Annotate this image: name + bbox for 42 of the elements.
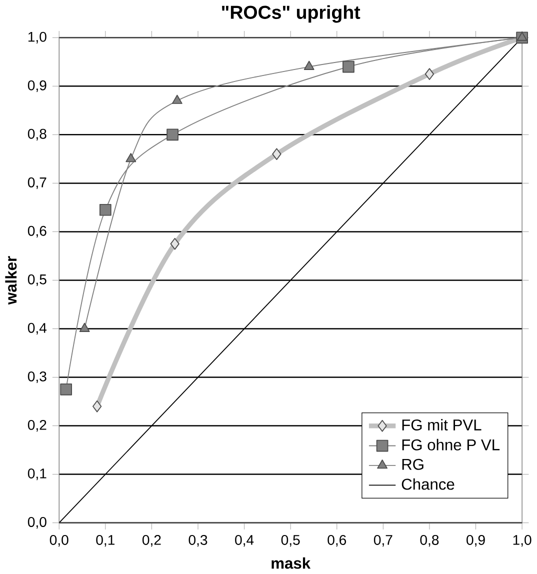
x-tick-label: 0,8 bbox=[420, 534, 439, 547]
y-tick-label: 0,5 bbox=[28, 274, 46, 286]
legend-label: RG bbox=[402, 458, 424, 470]
point bbox=[99, 204, 112, 216]
x-tick-label: 0,7 bbox=[374, 534, 392, 547]
legend-label: Chance bbox=[402, 478, 454, 490]
point bbox=[304, 60, 314, 70]
legend-label: FG mit PVL bbox=[402, 419, 482, 430]
x-tick-label: 0,2 bbox=[142, 534, 161, 547]
x-tick-label: 0,9 bbox=[466, 534, 485, 547]
x-axis-title: mask bbox=[272, 557, 311, 569]
y-tick-label: 0,6 bbox=[28, 226, 46, 238]
x-tick-label: 0,5 bbox=[281, 534, 300, 547]
point bbox=[342, 60, 354, 73]
point bbox=[424, 68, 434, 80]
point bbox=[170, 238, 180, 250]
y-tick-label: 0,4 bbox=[28, 322, 46, 335]
point bbox=[172, 94, 182, 104]
x-tick-label: 0,3 bbox=[188, 534, 208, 547]
y-tick-label: 0,7 bbox=[28, 177, 46, 189]
legend-label: FG ohne P VL bbox=[402, 438, 500, 450]
chart-title: "ROCs" upright bbox=[222, 5, 360, 23]
point bbox=[126, 153, 136, 162]
y-tick-label: 0,2 bbox=[28, 420, 46, 432]
y-tick-label: 0,9 bbox=[28, 80, 46, 92]
point bbox=[79, 322, 90, 332]
x-tick-label: 0,6 bbox=[328, 534, 346, 547]
y-tick-label: 0,3 bbox=[28, 371, 46, 384]
point bbox=[272, 148, 282, 160]
y-tick-label: 1,0 bbox=[28, 32, 46, 44]
point bbox=[516, 32, 528, 41]
x-tick-label: 0,0 bbox=[50, 534, 68, 547]
point bbox=[92, 400, 102, 412]
point bbox=[60, 383, 72, 396]
y-tick-label: 0,0 bbox=[28, 516, 46, 529]
point bbox=[166, 128, 178, 141]
y-axis-title: walker bbox=[5, 256, 17, 305]
x-tick-label: 0,1 bbox=[96, 534, 114, 547]
y-tick-label: 0,1 bbox=[28, 468, 46, 480]
y-tick-label: 0,8 bbox=[28, 128, 46, 140]
x-tick-label: 0,4 bbox=[235, 534, 254, 547]
x-tick-label: 1,0 bbox=[513, 534, 532, 547]
